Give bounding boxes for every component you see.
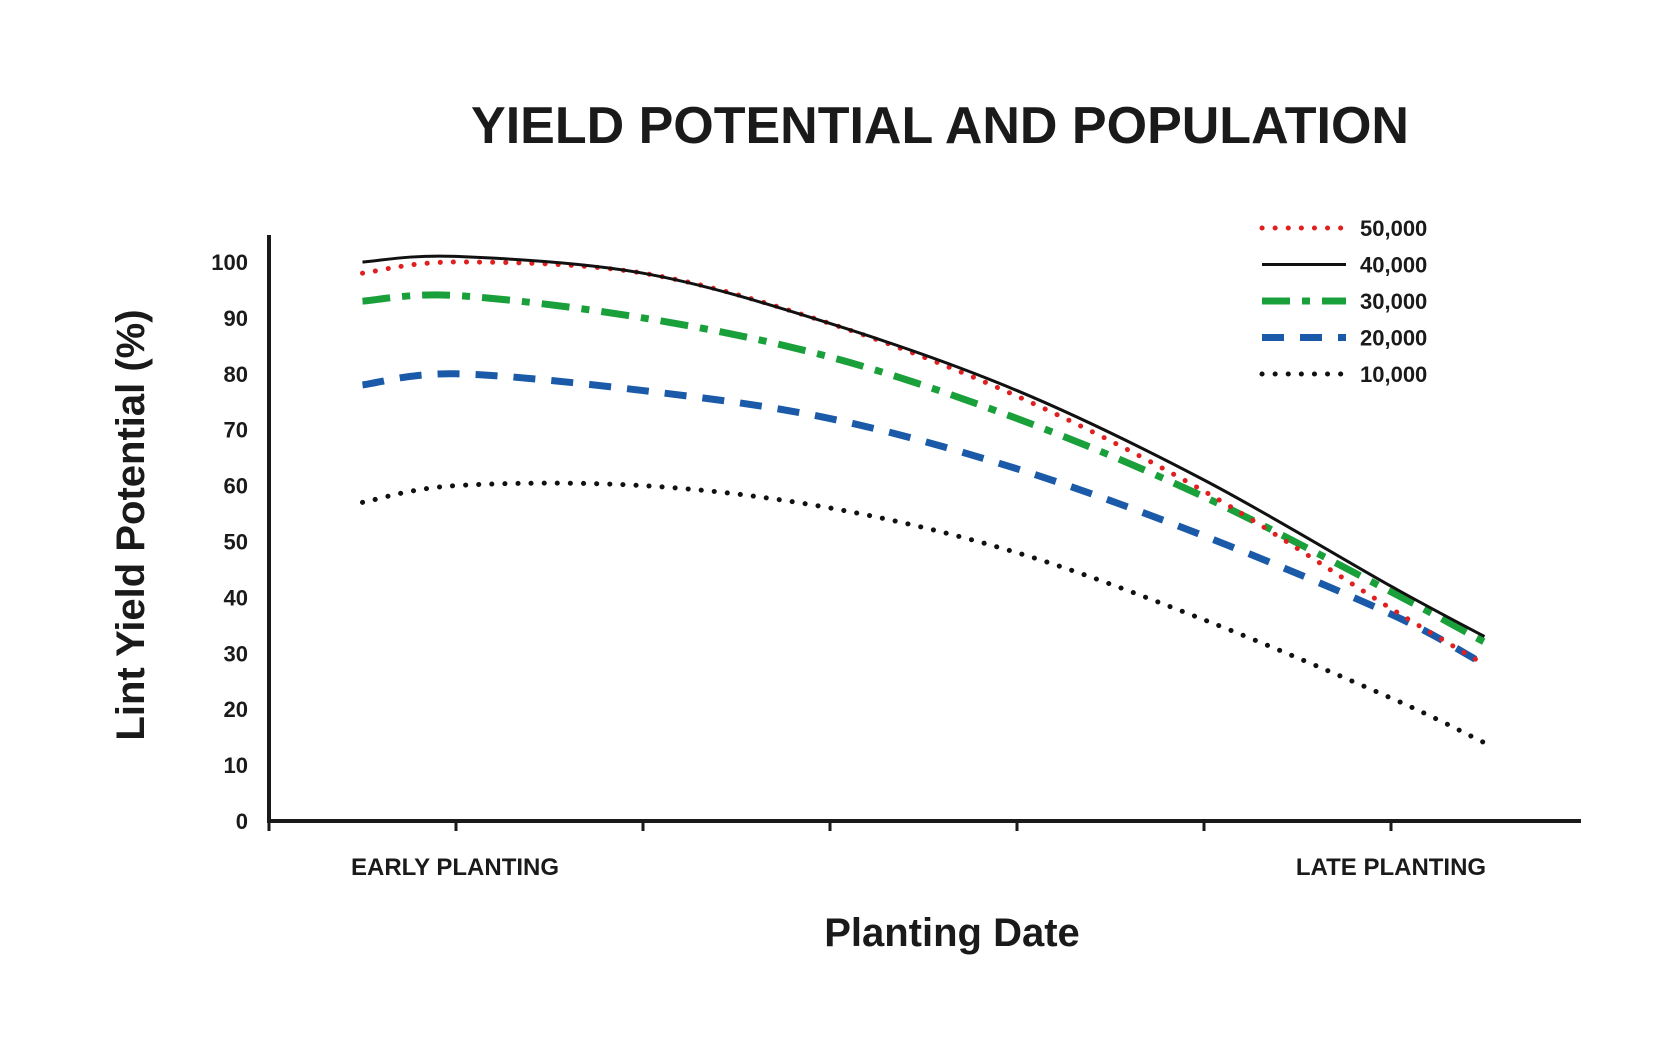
- y-axis-title: Lint Yield Potential (%): [109, 309, 153, 740]
- legend-label: 40,000: [1360, 253, 1427, 278]
- legend: 50,000 40,000 30,000 20,000 10,000: [1259, 216, 1427, 387]
- legend-label: 10,000: [1360, 362, 1427, 387]
- legend-label: 20,000: [1360, 326, 1427, 351]
- y-tick-label: 90: [224, 306, 248, 331]
- x-axis-title: Planting Date: [824, 911, 1080, 955]
- x-tick-marks: [267, 819, 1393, 831]
- series-line-10000: [360, 480, 1487, 746]
- y-tick-label: 50: [224, 530, 248, 555]
- y-tick-label: 100: [211, 250, 248, 275]
- y-tick-label: 40: [224, 585, 248, 610]
- y-axis-title-group: Lint Yield Potential (%): [109, 309, 153, 740]
- series-line-20000: [362, 370, 1487, 668]
- y-tick-label: 10: [224, 753, 248, 778]
- y-tick-label: 20: [224, 697, 248, 722]
- y-tick-label: 60: [224, 474, 248, 499]
- x-category-late: LATE PLANTING: [1296, 854, 1486, 881]
- series-line-40000: [362, 254, 1486, 638]
- series-line-50000: [360, 259, 1487, 667]
- x-category-early: EARLY PLANTING: [351, 854, 559, 881]
- series-line-30000: [362, 291, 1487, 646]
- y-tick-label: 70: [224, 418, 248, 443]
- y-tick-label: 0: [236, 809, 248, 834]
- legend-label: 50,000: [1360, 216, 1427, 241]
- y-tick-label: 30: [224, 641, 248, 666]
- series-layer: [360, 254, 1487, 746]
- legend-label: 30,000: [1360, 289, 1427, 314]
- y-tick-label: 80: [224, 362, 248, 387]
- chart-title: YIELD POTENTIAL AND POPULATION: [471, 97, 1409, 155]
